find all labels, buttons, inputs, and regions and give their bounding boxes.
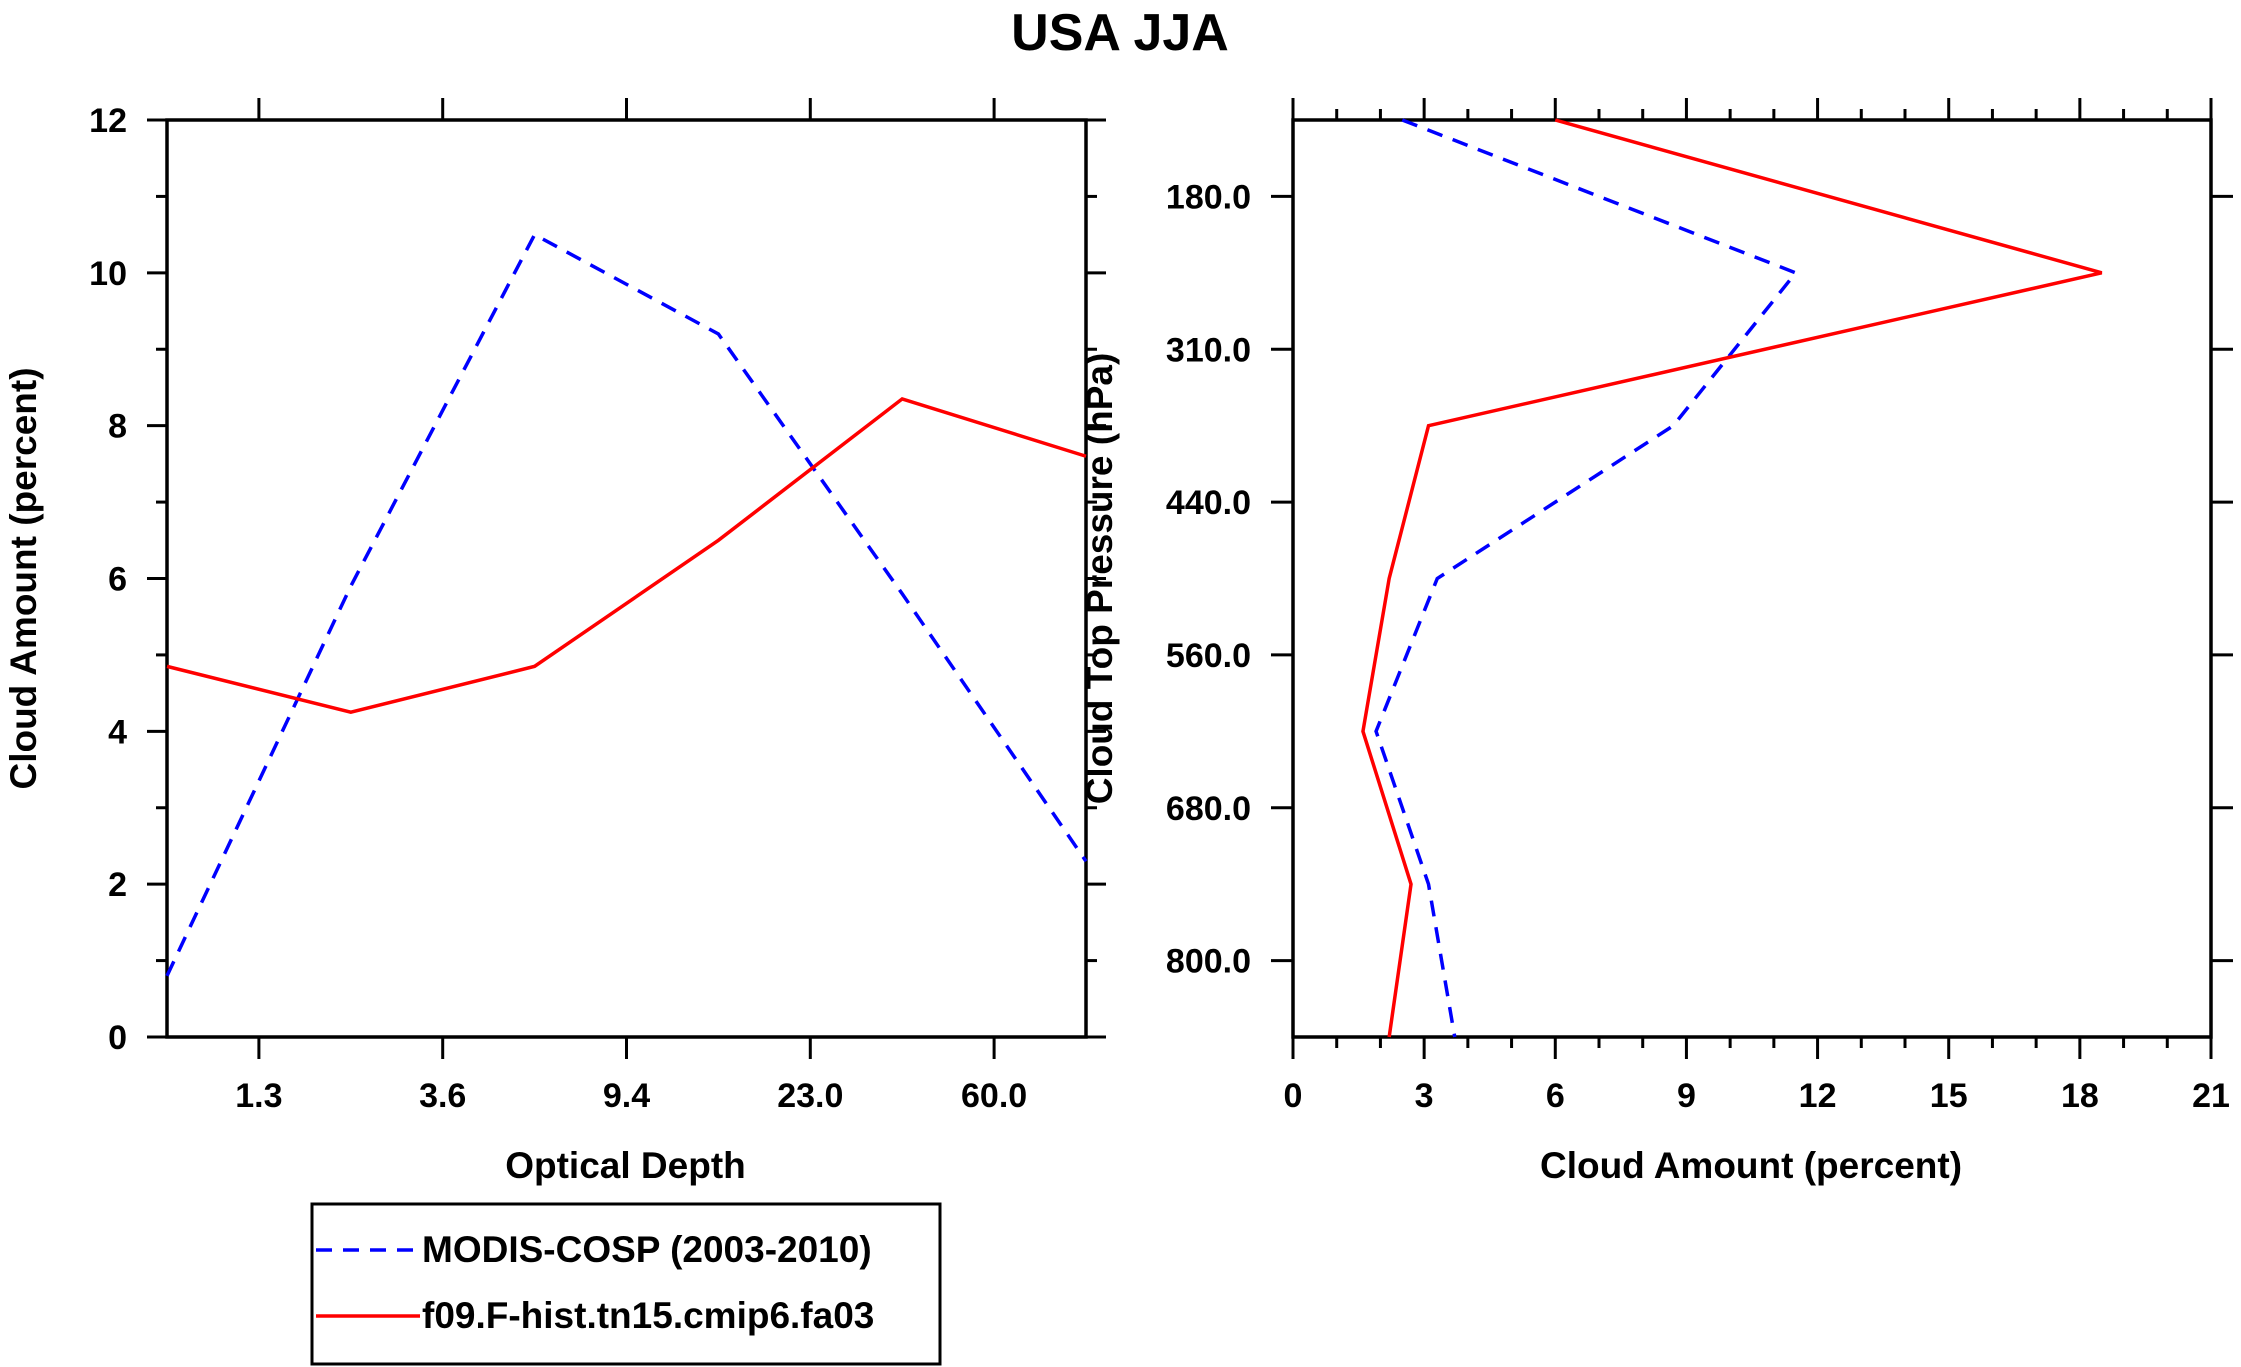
y-tick-label: 12 bbox=[89, 102, 127, 140]
series-line-modis bbox=[1374, 118, 1799, 1038]
x-tick-label: 9 bbox=[1677, 1077, 1696, 1115]
x-tick-label: 23.0 bbox=[777, 1077, 843, 1115]
x-tick-label: 21 bbox=[2192, 1077, 2230, 1115]
series-line-model bbox=[166, 396, 1087, 715]
y-axis-label: Cloud Top Pressure (hPa) bbox=[1079, 353, 1120, 805]
legend: MODIS-COSP (2003-2010) f09.F-hist.tn15.c… bbox=[310, 1202, 942, 1366]
legend-label-modis: MODIS-COSP (2003-2010) bbox=[422, 1229, 872, 1270]
legend-box bbox=[310, 1202, 942, 1366]
y-tick-label: 800.0 bbox=[1166, 943, 1251, 981]
panel-optical-depth: 0 2 4 6 8 10 12 1.3 3.6 9.4 23.0 60.0 Optical Depth C… bbox=[3, 98, 1106, 1186]
y-tick-label: 8 bbox=[108, 408, 127, 446]
y-tick-label: 680.0 bbox=[1166, 790, 1251, 828]
y-tick-label: 6 bbox=[108, 561, 127, 599]
y-axis-label: Cloud Amount (percent) bbox=[3, 367, 44, 789]
x-tick-label: 18 bbox=[2061, 1077, 2099, 1115]
legend-label-model: f09.F-hist.tn15.cmip6.fa03 bbox=[422, 1295, 874, 1336]
x-tick-label: 15 bbox=[1930, 1077, 1968, 1115]
x-tick-label: 0 bbox=[1284, 1077, 1303, 1115]
y-tick-label: 440.0 bbox=[1166, 484, 1251, 522]
y-tick-label: 10 bbox=[89, 255, 127, 293]
plot-frame bbox=[1291, 118, 2213, 1039]
x-axis-label: Cloud Amount (percent) bbox=[1540, 1145, 1962, 1186]
plot-frame bbox=[165, 118, 1088, 1039]
y-tick-label: 180.0 bbox=[1166, 178, 1251, 216]
y-tick-label: 0 bbox=[108, 1019, 127, 1057]
chart-title: USA JJA bbox=[1011, 4, 1229, 62]
x-tick-label: 3.6 bbox=[419, 1077, 466, 1115]
panel-pressure: 0 3 6 9 12 15 18 21 180.0 310.0 440.0 560.0 680.0 800… bbox=[1079, 98, 2233, 1186]
x-tick-label: 6 bbox=[1546, 1077, 1565, 1115]
y-tick-label: 2 bbox=[108, 866, 127, 904]
x-tick-label: 12 bbox=[1799, 1077, 1837, 1115]
x-axis-label: Optical Depth bbox=[505, 1145, 746, 1186]
x-tick-label: 9.4 bbox=[603, 1077, 650, 1115]
y-tick-label: 560.0 bbox=[1166, 637, 1251, 675]
series-line-model bbox=[1361, 118, 2103, 1038]
y-tick-label: 310.0 bbox=[1166, 331, 1251, 369]
x-tick-label: 60.0 bbox=[961, 1077, 1027, 1115]
y-tick-label: 4 bbox=[108, 713, 127, 751]
x-tick-label: 1.3 bbox=[235, 1077, 282, 1115]
series-line-modis bbox=[165, 232, 1088, 977]
x-tick-label: 3 bbox=[1415, 1077, 1434, 1115]
